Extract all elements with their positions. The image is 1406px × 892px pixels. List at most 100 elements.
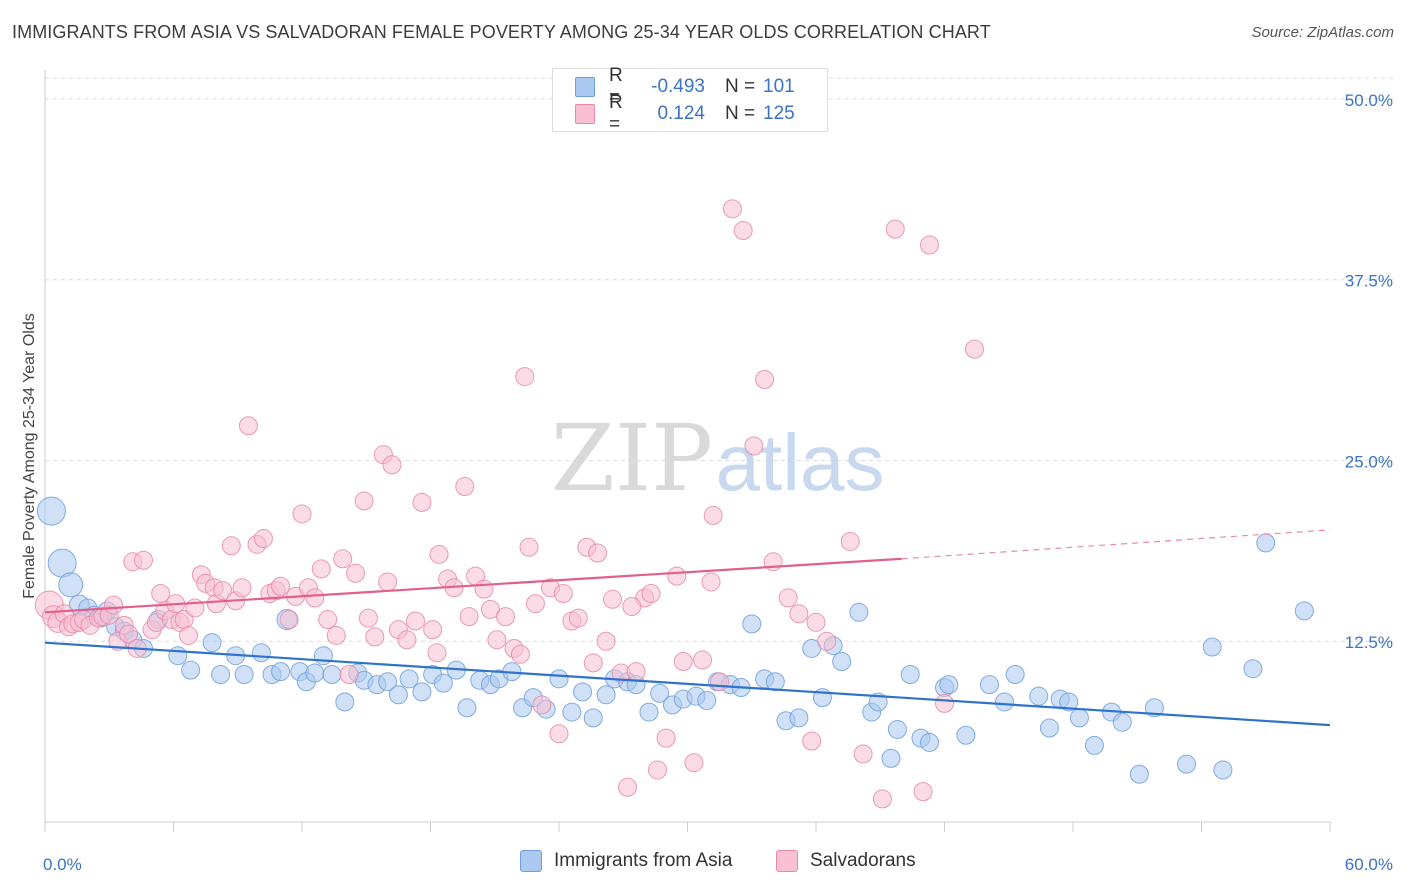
salvadoran-point [358, 608, 378, 628]
salvadoran-point [406, 611, 426, 631]
legend-r-value: 0.124 [657, 103, 705, 124]
salvadoran-point [339, 664, 359, 684]
watermark: ZIP atlas [551, 405, 885, 512]
asia-point [832, 651, 852, 671]
salvadoran-point [626, 662, 646, 682]
asia-point [697, 691, 717, 711]
asia-point [181, 660, 201, 680]
salvadoran-point [213, 581, 233, 601]
asia-point [849, 602, 869, 622]
asia-point [900, 664, 920, 684]
salvadoran-point [519, 537, 539, 557]
salvadoran-point [134, 550, 154, 570]
legend-swatch-asia [575, 77, 595, 97]
correlation-legend: R = -0.493 N = 101 R = 0.124 N = 125 [552, 65, 828, 135]
asia-point [639, 702, 659, 722]
asia-point [1177, 754, 1197, 774]
asia-trend-line [44, 641, 1331, 727]
salvadoran-point [382, 455, 402, 475]
legend-n-value: 125 [763, 103, 795, 124]
y-tick-label: 12.5% [1345, 633, 1393, 652]
salvadoran-point [378, 572, 398, 592]
salvadoran-point [673, 651, 693, 671]
asia-point [433, 673, 453, 693]
asia-point [765, 672, 785, 692]
series-legend: Immigrants from Asia Salvadorans [0, 850, 1406, 878]
salvadoran-point [568, 608, 588, 628]
asia-point [1213, 760, 1233, 780]
salvadoran-point [365, 627, 385, 647]
series-label-asia: Immigrants from Asia [554, 850, 733, 871]
salvadoran-point [920, 235, 940, 255]
asia-point [36, 496, 66, 526]
asia-point [335, 692, 355, 712]
salvadoran-point [778, 588, 798, 608]
salvadoran-point [232, 578, 252, 598]
salvadoran-point [487, 630, 507, 650]
asia-point [994, 692, 1014, 712]
asia-point [956, 725, 976, 745]
asia-point [742, 614, 762, 634]
asia-point [457, 698, 477, 718]
series-legend-salvadoran: Salvadorans [776, 850, 916, 872]
watermark-atlas: atlas [716, 418, 885, 507]
asia-point [271, 662, 291, 682]
source-label: Source: ZipAtlas.com [1251, 24, 1394, 41]
salvadoran-point [840, 531, 860, 551]
salvadoran-point [459, 607, 479, 627]
asia-point [1243, 659, 1263, 679]
salvadoran-point [119, 624, 139, 644]
asia-point [1084, 735, 1104, 755]
asia-point [939, 675, 959, 695]
salvadoran-point [733, 221, 753, 241]
asia-point [234, 664, 254, 684]
salvadoran-point [427, 643, 447, 663]
salvadoran-point [333, 549, 353, 569]
salvadoran-point [935, 693, 954, 713]
salvadoran-point [412, 492, 432, 512]
series-swatch-asia [520, 850, 542, 872]
salvadoran-point [423, 620, 443, 640]
salvadoran-point [641, 584, 661, 604]
salvadoran-point [510, 644, 530, 664]
asia-point [1256, 533, 1276, 553]
y-tick-label: 25.0% [1345, 452, 1393, 471]
asia-point [305, 663, 325, 683]
chart-title: IMMIGRANTS FROM ASIA VS SALVADORAN FEMAL… [12, 22, 991, 42]
asia-point [573, 682, 593, 702]
asia-point [650, 683, 670, 703]
salvadoran-point [703, 505, 723, 525]
salvadoran-point [178, 625, 198, 645]
asia-point [1144, 698, 1164, 718]
salvadoran-point [701, 572, 721, 592]
salvadoran-point [549, 724, 569, 744]
salvadoran-point [964, 339, 984, 359]
asia-point [979, 675, 999, 695]
salvadoran-point [292, 504, 312, 524]
legend-n-value: 101 [763, 76, 795, 97]
salvadoran-point [238, 416, 258, 436]
asia-point [920, 732, 940, 752]
salvadoran-point [817, 631, 837, 651]
salvadoran-point [271, 576, 291, 596]
salvadoran-point [455, 476, 475, 496]
legend-swatch-salvadoran [575, 104, 595, 124]
y-tick-label: 37.5% [1345, 272, 1393, 291]
asia-point [549, 669, 569, 689]
salvadoran-point [656, 728, 676, 748]
salvadoran-point [588, 543, 608, 563]
asia-point [211, 664, 231, 684]
legend-r-label: R = [609, 92, 623, 135]
salvadoran-point [474, 579, 494, 599]
legend-row-asia: R = -0.493 N = 101 [575, 65, 795, 108]
salvadoran-point [495, 607, 515, 627]
salvadoran-point [221, 536, 241, 556]
salvadoran-point [429, 544, 449, 564]
salvadoran-trend-extension [901, 529, 1331, 560]
salvadoran-point [596, 631, 616, 651]
asia-point [881, 748, 901, 768]
x-tick-label: 60.0% [1345, 855, 1393, 874]
asia-point [1059, 692, 1079, 712]
asia-point [562, 702, 582, 722]
